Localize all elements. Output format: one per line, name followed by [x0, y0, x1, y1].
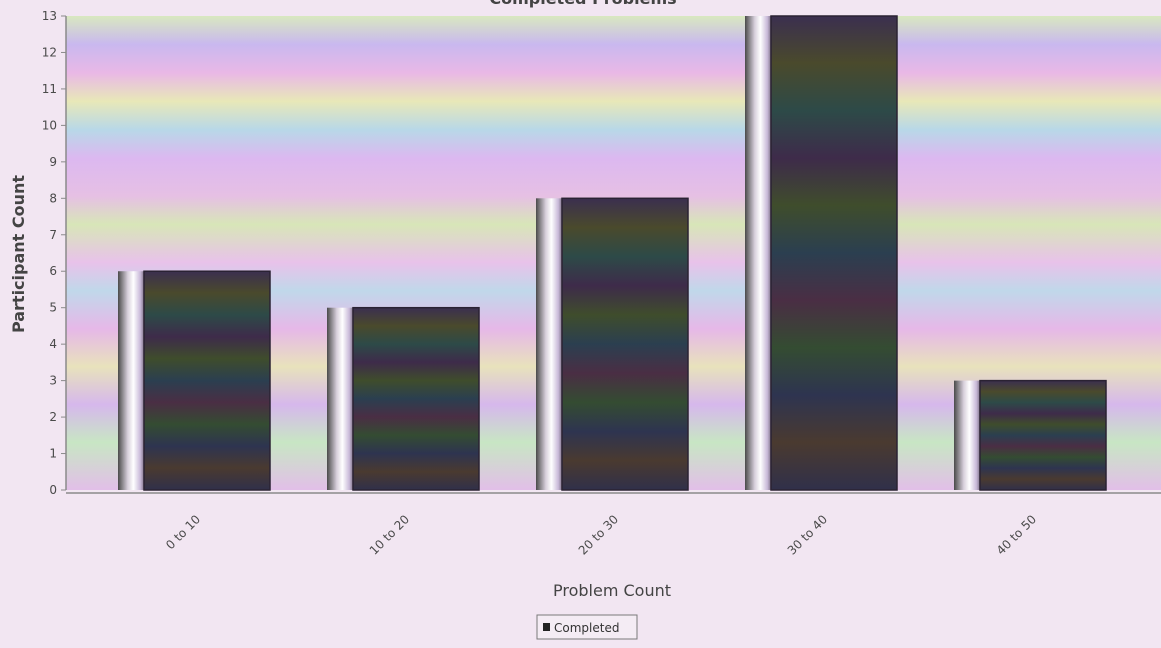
- bar-highlight: [327, 307, 355, 490]
- y-tick-label: 1: [49, 447, 57, 461]
- legend: Completed: [536, 614, 638, 640]
- y-tick-label: 5: [49, 301, 57, 315]
- y-tick-label: 9: [49, 155, 57, 169]
- x-tick-label: 0 to 10: [163, 512, 203, 552]
- y-tick-label: 13: [42, 9, 57, 23]
- axes: [65, 16, 1161, 494]
- bars: [118, 15, 1107, 491]
- y-tick-label: 8: [49, 191, 57, 205]
- legend-box: [536, 614, 638, 640]
- bar-highlight: [745, 16, 773, 490]
- bar-highlight: [536, 198, 564, 491]
- x-axis-title: Problem Count: [553, 581, 671, 600]
- y-tick-label: 2: [49, 410, 57, 424]
- x-axis-ticks: 0 to 10 10 to 20 20 to 30 30 to 40 40 to 50: [163, 512, 1039, 557]
- x-tick-label: 40 to 50: [994, 512, 1039, 557]
- bar: [143, 270, 271, 491]
- legend-swatch: [543, 623, 550, 631]
- x-tick-label: 30 to 40: [785, 512, 830, 557]
- y-tick-label: 11: [42, 82, 57, 96]
- y-tick-label: 7: [49, 228, 57, 242]
- y-tick-label: 12: [42, 45, 57, 59]
- y-tick-label: 0: [49, 483, 57, 497]
- y-axis-title: Participant Count: [9, 175, 28, 333]
- y-tick-label: 10: [42, 118, 57, 132]
- y-tick-label: 6: [49, 264, 57, 278]
- y-tick-label: 4: [49, 337, 57, 351]
- bar: [561, 197, 689, 491]
- bar: [770, 15, 898, 491]
- bar: [979, 379, 1107, 491]
- bar-highlight: [954, 380, 982, 490]
- legend-label: Completed: [554, 621, 619, 635]
- bar-highlight: [118, 271, 146, 490]
- bar: [352, 306, 480, 491]
- y-tick-label: 3: [49, 374, 57, 388]
- x-tick-label: 20 to 30: [576, 512, 621, 557]
- x-tick-label: 10 to 20: [367, 512, 412, 557]
- chart-title: Completed Problems: [489, 0, 676, 8]
